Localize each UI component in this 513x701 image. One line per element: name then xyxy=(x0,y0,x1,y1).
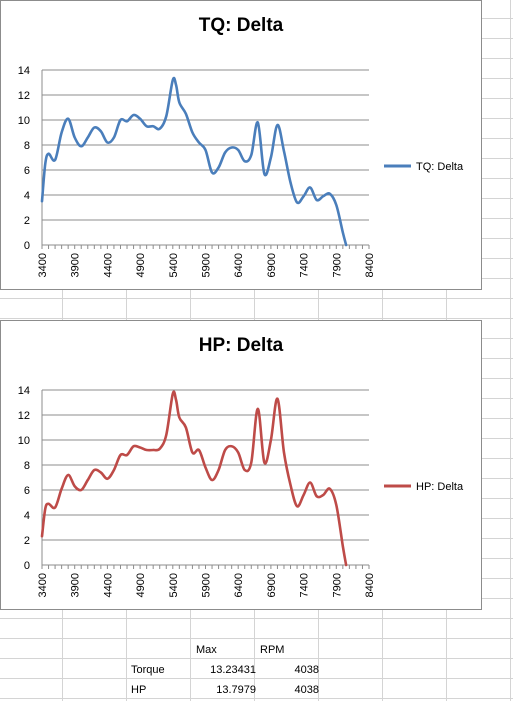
series-line xyxy=(40,76,348,247)
y-tick-label: 2 xyxy=(24,535,30,547)
x-tick-label: 4400 xyxy=(102,253,114,277)
x-tick-label: 8400 xyxy=(364,573,376,597)
y-tick-label: 14 xyxy=(18,65,30,77)
tq-delta-chart[interactable]: TQ: Delta 0 2 4 6 8 10 12 14 3400 3900 4400 4900 540… xyxy=(0,0,482,290)
x-tick-label: 8400 xyxy=(364,253,376,277)
x-tick-label: 7400 xyxy=(299,253,311,277)
y-tick-label: 4 xyxy=(24,190,30,202)
tq-delta-plot: 0 2 4 6 8 10 12 14 3400 3900 4400 4900 5400 5900 6400 6… xyxy=(18,65,464,277)
hp-rpm-value: 4038 xyxy=(294,684,319,696)
x-tick-label: 7400 xyxy=(299,573,311,597)
y-tick-label: 6 xyxy=(24,485,30,497)
x-tick-label: 4900 xyxy=(135,573,147,597)
y-tick-label: 8 xyxy=(24,140,30,152)
y-tick-label: 12 xyxy=(18,90,30,102)
y-tick-label: 2 xyxy=(24,215,30,227)
x-tick-label: 6400 xyxy=(233,573,245,597)
y-tick-label: 0 xyxy=(24,560,30,572)
header-rpm: RPM xyxy=(260,644,285,656)
row-label-hp: HP xyxy=(131,684,147,696)
chart-title: TQ: Delta xyxy=(198,15,284,36)
x-tick-label: 5900 xyxy=(201,573,213,597)
legend-label: TQ: Delta xyxy=(416,161,464,173)
x-tick-label: 3400 xyxy=(37,573,49,597)
legend-label: HP: Delta xyxy=(416,481,464,493)
hp-delta-plot: 0 2 4 6 8 10 12 14 3400 3900 4400 4900 5400 5900 6400 6… xyxy=(18,385,464,597)
torque-rpm-value: 4038 xyxy=(294,664,319,676)
header-max: Max xyxy=(196,644,217,656)
x-tick-label: 7900 xyxy=(331,573,343,597)
y-tick-label: 0 xyxy=(24,240,30,252)
x-tick-label: 4400 xyxy=(102,573,114,597)
torque-max-value: 13.23431 xyxy=(210,664,256,676)
hp-max-value: 13.7979 xyxy=(216,684,256,696)
x-tick-label: 6900 xyxy=(266,253,278,277)
x-tick-label: 5400 xyxy=(168,573,180,597)
y-tick-label: 4 xyxy=(24,510,30,522)
y-tick-label: 10 xyxy=(18,115,30,127)
x-tick-label: 6400 xyxy=(233,253,245,277)
x-tick-label: 5900 xyxy=(201,253,213,277)
x-tick-label: 7900 xyxy=(331,253,343,277)
y-tick-label: 6 xyxy=(24,165,30,177)
x-tick-label: 3400 xyxy=(37,253,49,277)
hp-delta-chart[interactable]: HP: Delta 0 2 4 6 8 10 12 14 3400 3900 4400 4900 540… xyxy=(0,320,482,610)
y-tick-label: 10 xyxy=(18,435,30,447)
x-tick-label: 3900 xyxy=(70,253,82,277)
y-tick-label: 14 xyxy=(18,385,30,397)
x-tick-label: 5400 xyxy=(168,253,180,277)
y-tick-label: 8 xyxy=(24,460,30,472)
x-tick-label: 6900 xyxy=(266,573,278,597)
x-tick-label: 3900 xyxy=(70,573,82,597)
chart-title: HP: Delta xyxy=(198,335,284,356)
series-line xyxy=(40,390,348,567)
row-label-torque: Torque xyxy=(131,664,165,676)
y-tick-label: 12 xyxy=(18,410,30,422)
x-tick-label: 4900 xyxy=(135,253,147,277)
